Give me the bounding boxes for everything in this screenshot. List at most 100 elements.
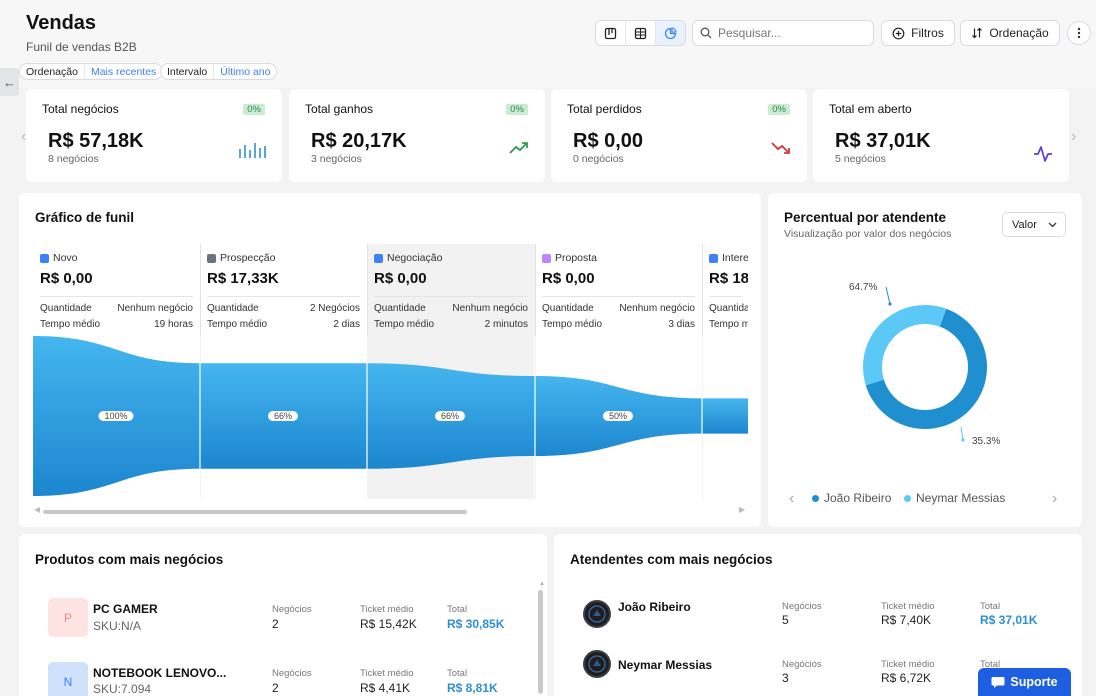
scroll-up-icon[interactable]: ▲	[539, 581, 545, 587]
donut-slice-1[interactable]	[863, 305, 947, 386]
stat-card-total-lost: Total perdidos 0% R$ 0,00 0 negócios	[551, 89, 807, 182]
funnel-segment-4[interactable]	[702, 398, 748, 434]
stage-name: Prospecção	[220, 252, 276, 264]
slice-label-0: 64.7%	[849, 282, 878, 293]
stage-value: R$ 0,00	[542, 270, 595, 287]
filters-button[interactable]: Filtros	[881, 20, 955, 46]
view-chart-button[interactable]	[656, 21, 685, 45]
funnel-stage-4[interactable]: Intere R$ 18, Quantida Tempo m	[702, 244, 748, 336]
avatar-image-icon	[588, 605, 606, 623]
stats-next-button[interactable]: ›	[1071, 128, 1076, 146]
support-button[interactable]: Suporte	[978, 668, 1071, 696]
slice-leader-line	[885, 286, 891, 305]
chevron-left-icon: ‹	[789, 490, 795, 507]
funnel-stage-0[interactable]: Novo R$ 0,00 Quantidade Nenhum negócio Tempo…	[33, 244, 200, 336]
interval-chip-value: Último ano	[220, 65, 271, 78]
support-label: Suporte	[1010, 675, 1058, 689]
funnel-scrollbar[interactable]	[35, 510, 741, 514]
sort-button[interactable]: Ordenação	[960, 20, 1060, 46]
stage-value: R$ 0,00	[40, 270, 93, 287]
page-header: Vendas Funil de vendas B2B ← Ordenação M…	[0, 0, 1096, 96]
pie-metric-select-value: Valor	[1012, 218, 1037, 231]
total-label: Total	[447, 604, 468, 615]
total-label: Total	[980, 601, 1001, 612]
stat-card-total-open: Total em aberto R$ 37,01K 5 negócios	[813, 89, 1069, 182]
legend-prev-button[interactable]: ‹	[789, 490, 794, 508]
stage-name: Negociação	[387, 252, 443, 264]
more-vertical-icon	[1077, 27, 1081, 39]
chart-icon	[664, 26, 677, 39]
sort-label: Ordenação	[989, 26, 1049, 40]
deals-value: 2	[272, 681, 279, 695]
stage-color-swatch	[40, 253, 49, 263]
sort-chip[interactable]: Ordenação Mais recentes	[19, 63, 164, 80]
stat-label: Total negócios	[42, 102, 119, 116]
kanban-icon	[604, 27, 617, 39]
funnel-stage-3[interactable]: Proposta R$ 0,00 Quantidade Nenhum negócio T…	[535, 244, 702, 336]
more-options-button[interactable]	[1067, 21, 1091, 45]
stage-name-label: Novo	[40, 252, 78, 264]
total-value: R$ 8,81K	[447, 681, 498, 695]
stage-qty-label: Quantidade	[207, 303, 259, 314]
stage-color-swatch	[207, 253, 216, 263]
funnel-percent-label: 100%	[98, 411, 134, 421]
pie-title: Percentual por atendente	[784, 210, 947, 225]
scroll-right-icon[interactable]: ▶	[739, 505, 746, 514]
bar-chart-icon	[239, 143, 266, 158]
stat-value: R$ 57,18K	[48, 130, 144, 152]
legend-next-button[interactable]: ›	[1052, 490, 1057, 508]
stage-time-label: Tempo médio	[542, 319, 603, 330]
scroll-left-icon[interactable]: ◀	[34, 505, 41, 514]
search-input[interactable]	[718, 26, 868, 40]
stat-count: 3 negócios	[311, 153, 362, 165]
stage-qty-value: Nenhum negócio	[452, 303, 528, 314]
stage-color-swatch	[542, 253, 551, 263]
ticket-value: R$ 6,72K	[881, 671, 932, 685]
legend-dot	[812, 494, 819, 502]
avatar-image-icon	[588, 655, 606, 673]
page-title: Vendas	[26, 12, 97, 34]
stage-time-value: 2 minutos	[484, 319, 528, 330]
stage-name-label: Prospecção	[207, 252, 275, 264]
stage-qty-value: 2 Negócios	[309, 303, 360, 314]
total-label: Total	[980, 659, 1001, 670]
interval-chip[interactable]: Intervalo Último ano	[160, 63, 278, 80]
ticket-value: R$ 7,40K	[881, 613, 932, 627]
avatar	[583, 600, 611, 628]
stage-divider	[709, 296, 741, 297]
stat-count: 0 negócios	[573, 153, 624, 165]
donut-slice-0[interactable]	[865, 308, 987, 429]
collapse-sidebar-button[interactable]: ←	[0, 68, 19, 96]
stage-qty-label: Quantidade	[374, 303, 426, 314]
view-table-button[interactable]	[626, 21, 656, 45]
stat-value: R$ 0,00	[573, 130, 644, 152]
search-box	[692, 20, 874, 46]
chevron-left-icon: ‹	[21, 128, 27, 145]
stage-time-label: Tempo médio	[40, 319, 101, 330]
products-scrollbar-thumb[interactable]	[538, 590, 543, 694]
legend-item-neymar[interactable]: Neymar Messias	[904, 491, 1005, 505]
sort-arrows-icon	[972, 27, 983, 39]
arrow-left-icon: ←	[3, 74, 16, 90]
stage-time-label: Tempo médio	[374, 319, 435, 330]
funnel-stage-2[interactable]: Negociação R$ 0,00 Quantidade Nenhum negóci…	[367, 244, 535, 336]
legend-item-joao[interactable]: João Ribeiro	[812, 491, 891, 505]
avatar	[583, 650, 611, 678]
view-kanban-button[interactable]	[596, 21, 626, 45]
stage-divider	[207, 296, 360, 297]
funnel-stage-1[interactable]: Prospecção R$ 17,33K Quantidade 2 Negócios T…	[200, 244, 367, 336]
trend-down-icon	[771, 142, 790, 154]
products-title: Produtos com mais negócios	[35, 552, 224, 567]
products-scrollbar[interactable]: ▲	[538, 578, 545, 696]
product-thumbnail: N	[48, 662, 88, 696]
funnel-scrollbar-thumb[interactable]	[43, 510, 467, 514]
pie-metric-select[interactable]: Valor	[1002, 212, 1066, 237]
stat-count: 5 negócios	[835, 153, 886, 165]
funnel-percent-label: 50%	[602, 411, 634, 421]
stat-card-total-won: Total ganhos 0% R$ 20,17K 3 negócios	[289, 89, 545, 182]
plus-circle-icon	[892, 27, 905, 39]
stage-name: Novo	[53, 252, 78, 264]
stats-prev-button[interactable]: ‹	[21, 128, 26, 146]
product-thumbnail: P	[48, 598, 88, 637]
stage-name-label: Intere	[709, 252, 748, 264]
